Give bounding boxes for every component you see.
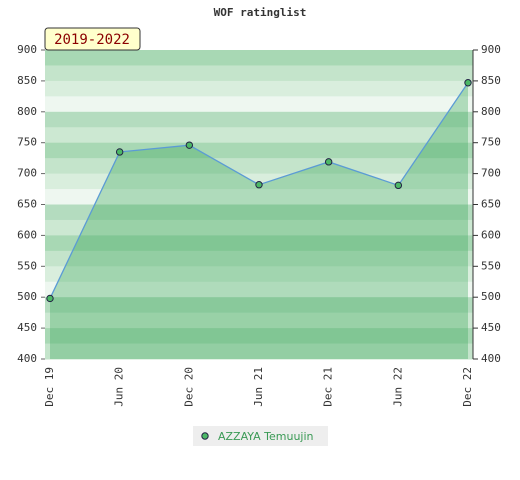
y-tick-label: 600	[17, 228, 37, 241]
marker	[115, 148, 124, 156]
y2-tick-label: 650	[481, 198, 501, 211]
y2-tick-label: 850	[481, 74, 501, 87]
y2-tick-label: 500	[481, 290, 501, 303]
stripe	[45, 189, 473, 205]
stripe	[45, 158, 473, 175]
y-tick-label: 900	[17, 43, 37, 56]
stripe	[45, 65, 473, 82]
stripe	[45, 312, 473, 329]
y-tick-label: 450	[17, 321, 37, 334]
stripe	[45, 50, 473, 66]
stripe	[45, 343, 473, 360]
legend-box	[193, 426, 328, 446]
marker	[394, 181, 403, 190]
legend-label: AZZAYA Temuujin	[218, 430, 314, 443]
x-tick-label: Jun 21	[252, 367, 265, 407]
y2-tick-label: 800	[481, 105, 501, 118]
y2-tick-label: 400	[481, 352, 501, 365]
y-tick-label: 400	[17, 352, 37, 365]
marker	[255, 181, 263, 189]
y-tick-label: 850	[17, 74, 37, 87]
marker	[46, 294, 54, 303]
y2-tick-label: 750	[481, 136, 501, 149]
legend-marker	[201, 432, 209, 440]
stripe	[45, 235, 473, 252]
stripe	[45, 281, 473, 298]
area	[50, 82, 468, 359]
marker	[185, 141, 194, 149]
y-tick-label: 550	[17, 259, 37, 272]
x-tick-label: Dec 20	[182, 367, 195, 407]
y-tick-label: 700	[17, 167, 37, 180]
x-tick-label: Dec 21	[322, 367, 335, 407]
y-tick-label: 500	[17, 290, 37, 303]
badge: 2019-2022	[54, 32, 130, 48]
y2-tick-label: 900	[481, 43, 501, 56]
stripe	[45, 328, 473, 345]
x-tick-label: Jun 22	[391, 367, 404, 407]
marker	[324, 158, 333, 166]
y2-tick-label: 700	[481, 167, 501, 180]
badge-box	[44, 27, 141, 51]
marker	[464, 79, 472, 87]
stripe	[45, 111, 473, 128]
stripe	[45, 204, 473, 221]
y-tick-label: 800	[17, 105, 37, 118]
stripe	[45, 219, 473, 236]
x-tick-label: Jun 20	[113, 367, 126, 407]
y2-tick-label: 600	[481, 228, 501, 241]
stripe	[45, 142, 473, 159]
stripe	[45, 250, 473, 267]
y2-tick-label: 550	[481, 259, 501, 272]
stripe	[45, 96, 473, 113]
chart-title: WOF ratinglist	[214, 6, 307, 19]
x-tick-label: Dec 19	[43, 367, 56, 407]
stripe	[45, 80, 473, 97]
y-tick-label: 750	[17, 136, 37, 149]
plot	[46, 79, 472, 359]
y2-tick-label: 450	[481, 321, 501, 334]
stripe	[45, 266, 473, 283]
stripe	[45, 297, 473, 314]
stripe	[45, 127, 473, 144]
y-tick-label: 650	[17, 198, 37, 211]
x-tick-label: Dec 22	[461, 367, 474, 407]
